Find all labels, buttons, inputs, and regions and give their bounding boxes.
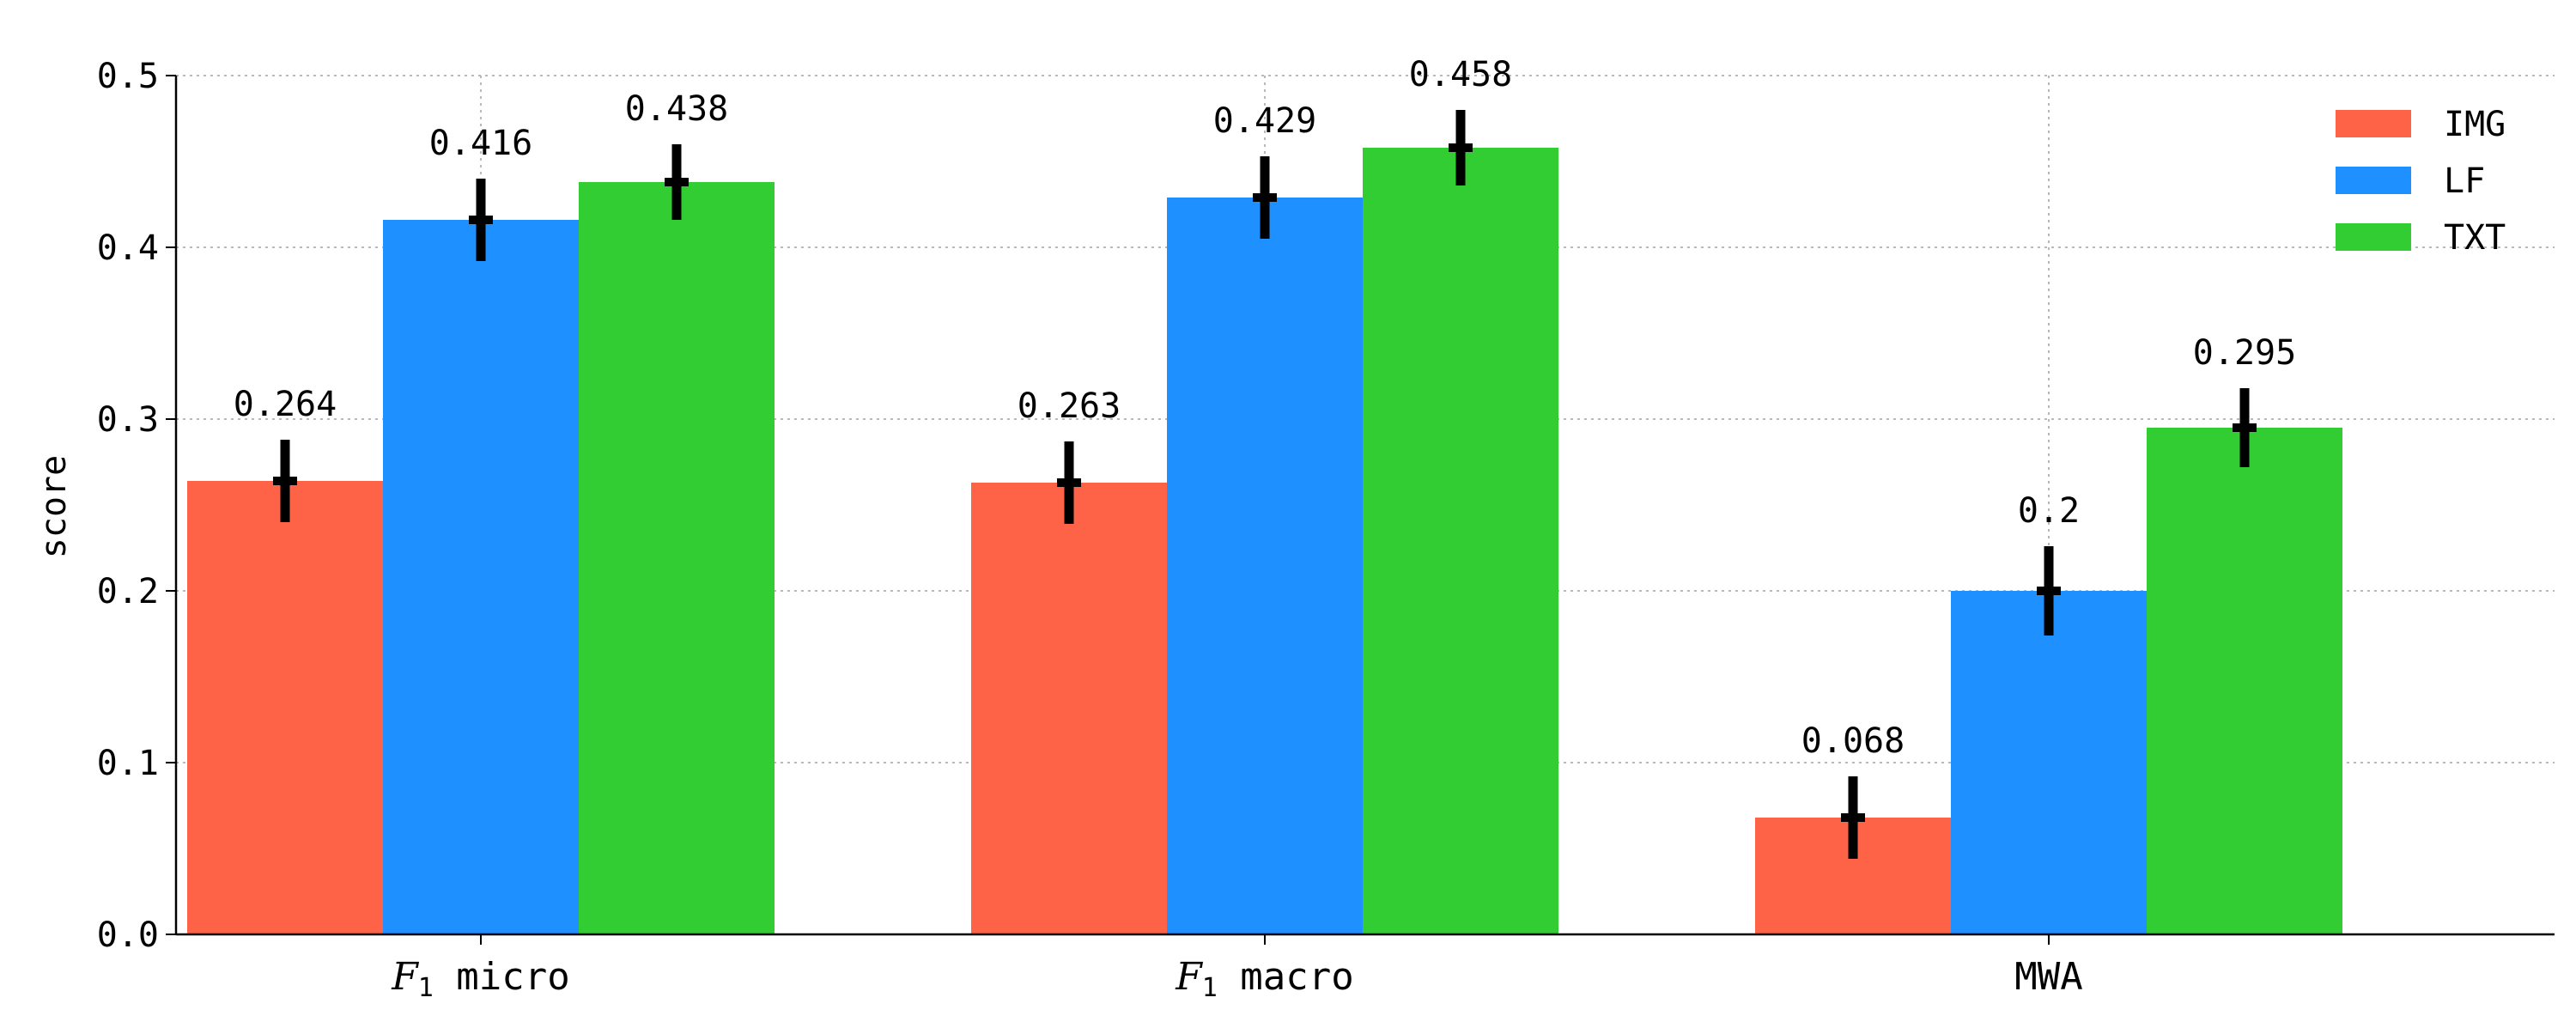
- bar-lf: [1951, 591, 2147, 934]
- bar-txt: [2147, 428, 2342, 934]
- value-label: 0.295: [2193, 333, 2296, 373]
- bar-txt: [579, 182, 775, 934]
- value-label: 0.416: [429, 124, 532, 163]
- legend-swatch-img: [2336, 110, 2411, 137]
- bar-img: [187, 481, 383, 934]
- legend-label-lf: LF: [2444, 161, 2485, 201]
- value-label: 0.068: [1801, 721, 1905, 761]
- y-tick-label: 0.4: [97, 228, 159, 268]
- legend-swatch-txt: [2336, 223, 2411, 251]
- y-tick-label: 0.0: [97, 915, 159, 955]
- bar-txt: [1363, 148, 1558, 934]
- axes: 0.0 0.1 0.2 0.3 0.4 0.5 F1 micro F1 macro MWA: [97, 57, 2555, 1003]
- value-label: 0.438: [625, 89, 728, 129]
- y-tick-label: 0.3: [97, 400, 159, 440]
- value-label: 0.2: [2018, 491, 2080, 531]
- value-labels: 0.264 0.263 0.068 0.416 0.429 0.2 0.438 0.458 0.…: [234, 55, 2296, 761]
- error-bars: [273, 110, 2257, 859]
- bars: [187, 148, 2342, 934]
- x-tick-label: F1 macro: [1175, 955, 1354, 1003]
- y-tick-label: 0.2: [97, 572, 159, 611]
- value-label: 0.264: [234, 385, 337, 424]
- legend-label-img: IMG: [2444, 105, 2506, 144]
- legend-swatch-lf: [2336, 167, 2411, 194]
- x-tick-label: MWA: [2014, 955, 2082, 999]
- value-label: 0.458: [1409, 55, 1512, 94]
- x-tick-label: F1 micro: [391, 955, 570, 1003]
- legend: IMG LF TXT: [2336, 105, 2506, 258]
- y-tick-label: 0.1: [97, 744, 159, 783]
- y-tick-label: 0.5: [97, 57, 159, 96]
- bar-lf: [1167, 198, 1363, 934]
- value-label: 0.429: [1213, 101, 1316, 141]
- value-label: 0.263: [1018, 386, 1121, 426]
- y-axis-title: score: [34, 455, 74, 558]
- bar-img: [971, 483, 1167, 934]
- legend-label-txt: TXT: [2444, 218, 2506, 258]
- bar-lf: [383, 220, 579, 934]
